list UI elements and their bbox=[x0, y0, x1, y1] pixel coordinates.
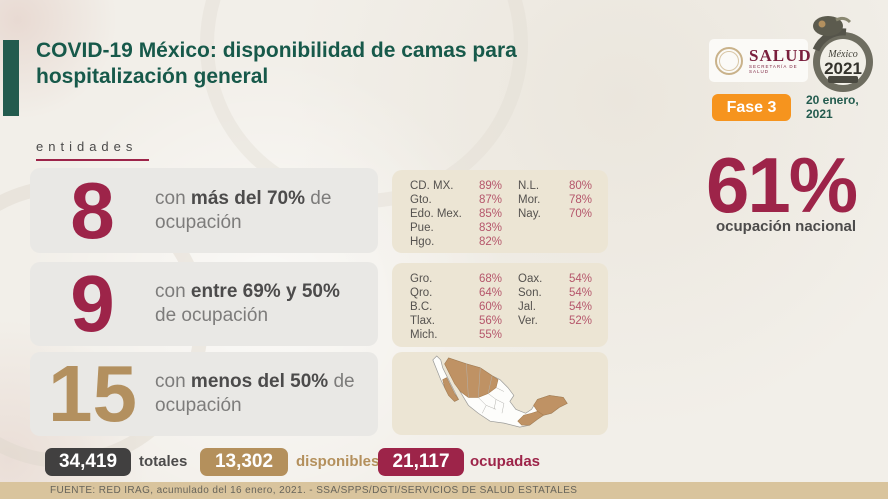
state-row: Nay. 70% bbox=[518, 207, 592, 221]
state-name: Nay. bbox=[518, 208, 541, 220]
state-occupancy: 54% bbox=[568, 301, 592, 313]
state-occupancy: 87% bbox=[478, 194, 502, 206]
state-row: Edo. Mex. 85% bbox=[410, 207, 502, 221]
state-occupancy: 80% bbox=[568, 180, 592, 192]
state-occupancy: 83% bbox=[478, 222, 502, 234]
state-row: B.C. 60% bbox=[410, 300, 502, 314]
state-row: Oax. 54% bbox=[518, 272, 592, 286]
state-row: Pue. 83% bbox=[410, 221, 502, 235]
national-occupancy-label: ocupación nacional bbox=[716, 218, 857, 235]
state-row: Gro. 68% bbox=[410, 272, 502, 286]
entity-count: 9 bbox=[70, 259, 115, 348]
state-occupancy: 60% bbox=[478, 301, 502, 313]
state-name: Son. bbox=[518, 287, 542, 299]
entity-group-description: con entre 69% y 50% de ocupación bbox=[155, 281, 340, 326]
state-column: Gro. 68% Qro. 64% B.C. 60% Tlax. 56% Mich. 55% bbox=[410, 272, 502, 347]
state-occupancy: 89% bbox=[478, 180, 502, 192]
svg-text:2021: 2021 bbox=[824, 59, 862, 78]
entity-group-mid: 9 con entre 69% y 50% de ocupación bbox=[30, 262, 378, 346]
mexico-2021-logo: México 2021 bbox=[806, 12, 878, 98]
beds-occupied-label: ocupadas bbox=[470, 453, 541, 470]
source-footer: FUENTE: RED IRAG, acumulado del 16 enero… bbox=[0, 482, 888, 499]
state-row: CD. MX. 89% bbox=[410, 179, 502, 193]
state-list-mid: Gro. 68% Qro. 64% B.C. 60% Tlax. 56% Mich. 55% Oa… bbox=[392, 263, 608, 347]
state-occupancy: 82% bbox=[478, 236, 502, 248]
state-name: Hgo. bbox=[410, 236, 435, 248]
state-occupancy: 85% bbox=[478, 208, 502, 220]
beds-total-value: 34,419 bbox=[45, 448, 131, 476]
state-name: Jal. bbox=[518, 301, 536, 313]
salud-seal-icon bbox=[715, 46, 743, 75]
state-name: CD. MX. bbox=[410, 180, 454, 192]
state-list-high: CD. MX. 89% Gto. 87% Edo. Mex. 85% Pue. 83% Hgo.… bbox=[392, 170, 608, 253]
state-occupancy: 54% bbox=[568, 287, 592, 299]
serpent-emblem-icon: México 2021 bbox=[812, 16, 873, 92]
state-name: Oax. bbox=[518, 273, 543, 285]
beds-available-label: disponibles bbox=[296, 453, 380, 470]
national-occupancy-value: 61% bbox=[706, 141, 858, 229]
state-name: Ver. bbox=[518, 315, 538, 327]
section-label-entidades: entidades bbox=[36, 139, 150, 161]
state-occupancy: 78% bbox=[568, 194, 592, 206]
state-row: Jal. 54% bbox=[518, 300, 592, 314]
state-row: Gto. 87% bbox=[410, 193, 502, 207]
state-row: N.L. 80% bbox=[518, 179, 592, 193]
state-occupancy: 68% bbox=[478, 273, 502, 285]
state-column: Oax. 54% Son. 54% Jal. 54% Ver. 52% bbox=[518, 272, 592, 347]
mexico-map bbox=[432, 355, 568, 428]
beds-occupied-value: 21,117 bbox=[378, 448, 464, 476]
page-title: COVID-19 México: disponibilidad de camas… bbox=[36, 39, 517, 88]
salud-logo: SALUD SECRETARÍA DE SALUD bbox=[709, 39, 811, 82]
state-occupancy: 52% bbox=[568, 315, 592, 327]
entity-group-description: con menos del 50% de ocupación bbox=[155, 371, 355, 416]
phase-badge: Fase 3 bbox=[712, 94, 791, 121]
state-name: Mor. bbox=[518, 194, 541, 206]
state-name: Edo. Mex. bbox=[410, 208, 462, 220]
report-date: 20 enero, 2021 bbox=[806, 93, 859, 121]
state-occupancy: 55% bbox=[478, 329, 502, 341]
state-occupancy: 70% bbox=[568, 208, 592, 220]
svg-text:México: México bbox=[827, 49, 857, 60]
salud-logo-subtext: SECRETARÍA DE SALUD bbox=[749, 64, 798, 74]
entity-group-description: con más del 70% de ocupación bbox=[155, 187, 332, 233]
state-row: Qro. 64% bbox=[410, 286, 502, 300]
state-name: Gro. bbox=[410, 273, 433, 285]
state-occupancy: 64% bbox=[478, 287, 502, 299]
state-column: CD. MX. 89% Gto. 87% Edo. Mex. 85% Pue. 83% Hgo.… bbox=[410, 179, 502, 253]
salud-logo-text: SALUD bbox=[749, 46, 812, 65]
entity-count: 15 bbox=[48, 349, 137, 438]
entity-group-high: 8 con más del 70% de ocupación bbox=[30, 168, 378, 253]
state-name: Pue. bbox=[410, 222, 434, 234]
state-row: Son. 54% bbox=[518, 286, 592, 300]
accent-bar bbox=[3, 40, 19, 116]
state-name: Tlax. bbox=[410, 315, 435, 327]
entity-count: 8 bbox=[70, 165, 115, 255]
state-name: Gto. bbox=[410, 194, 432, 206]
state-row: Ver. 52% bbox=[518, 314, 592, 328]
state-row: Tlax. 56% bbox=[410, 314, 502, 328]
state-name: B.C. bbox=[410, 301, 433, 313]
state-occupancy: 54% bbox=[568, 273, 592, 285]
state-name: Mich. bbox=[410, 329, 438, 341]
mexico-map-panel bbox=[392, 352, 608, 435]
state-name: N.L. bbox=[518, 180, 540, 192]
state-name: Qro. bbox=[410, 287, 433, 299]
state-row: Mor. 78% bbox=[518, 193, 592, 207]
state-row: Mich. 55% bbox=[410, 328, 502, 342]
state-row: Hgo. 82% bbox=[410, 235, 502, 249]
entity-group-low: 15 con menos del 50% de ocupación bbox=[30, 352, 378, 436]
beds-total-label: totales bbox=[139, 453, 188, 470]
state-column: N.L. 80% Mor. 78% Nay. 70% bbox=[518, 179, 592, 253]
state-occupancy: 56% bbox=[478, 315, 502, 327]
beds-available-value: 13,302 bbox=[200, 448, 288, 476]
